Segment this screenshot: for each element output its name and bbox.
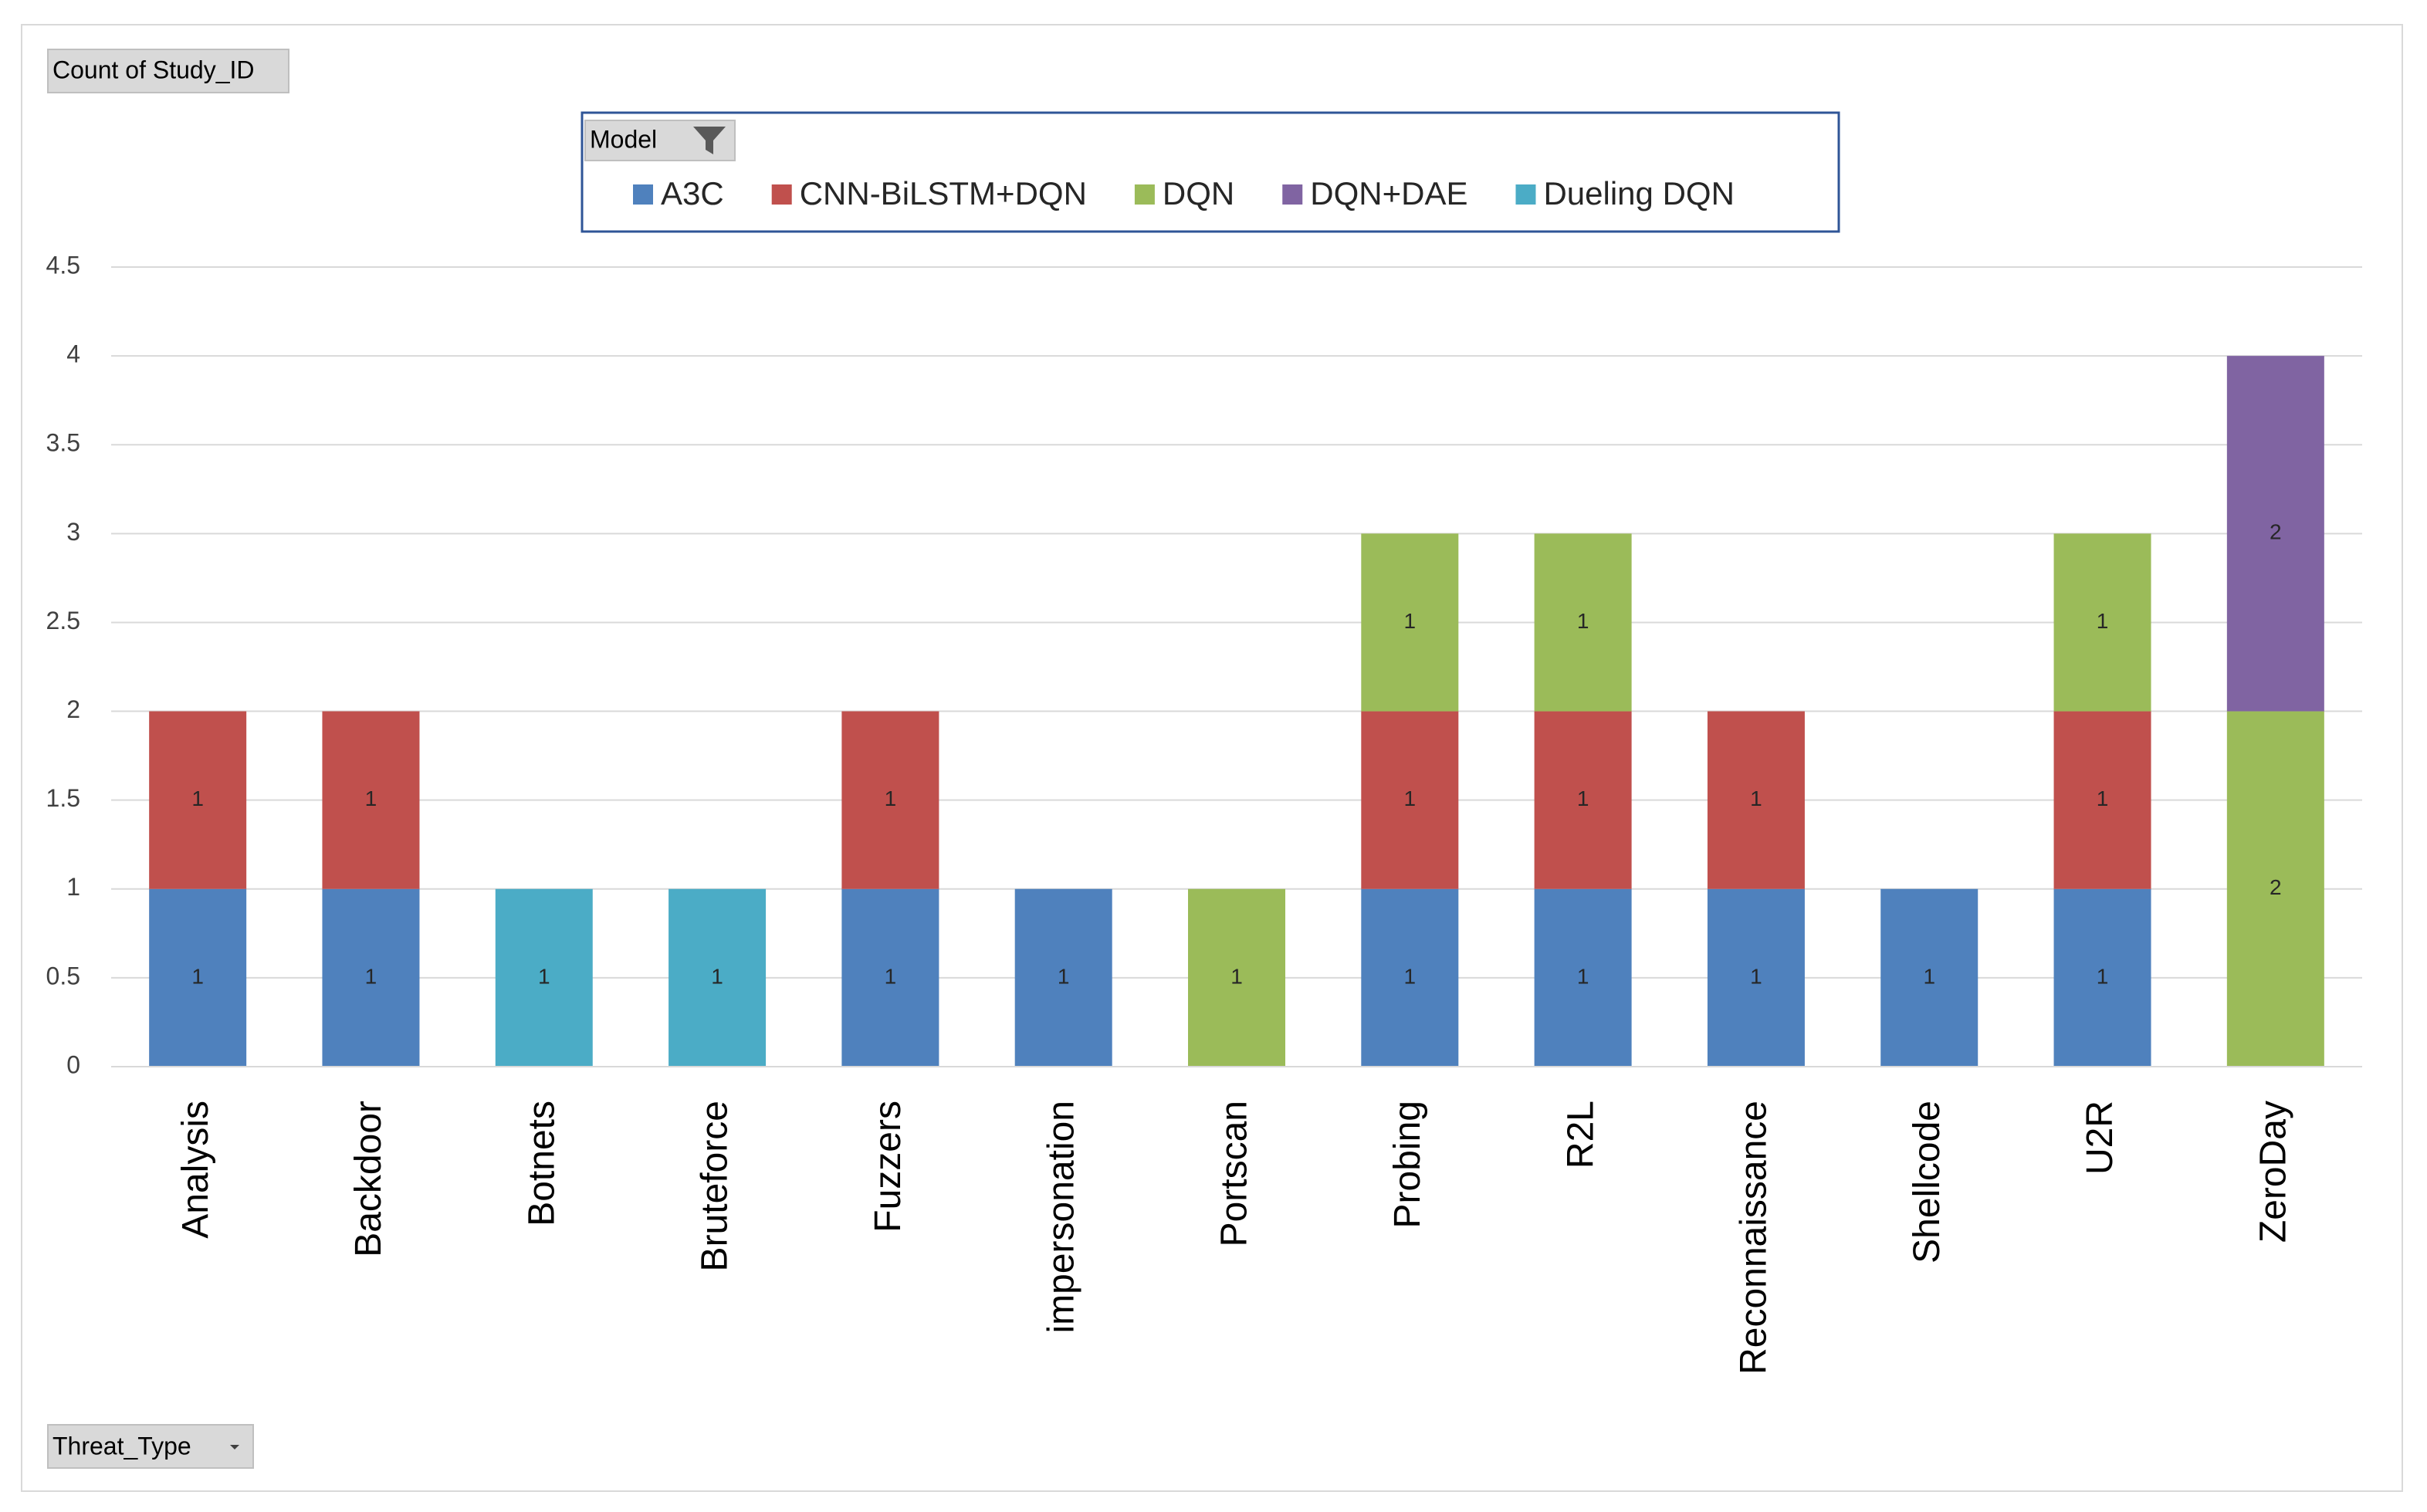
bar-segment [841, 888, 939, 1067]
data-label: 1 [191, 964, 204, 988]
y-tick-label: 0 [66, 1050, 80, 1078]
y-tick-label: 3.5 [46, 429, 80, 457]
data-label: 1 [1750, 964, 1762, 988]
bar-segment [1707, 711, 1805, 889]
x-tick-label: Fuzzers [868, 1101, 909, 1233]
x-tick-label: U2R [2080, 1101, 2121, 1175]
dropdown-icon [230, 1445, 239, 1449]
bar-segment [322, 888, 420, 1067]
data-label: 1 [1577, 786, 1589, 810]
bar-segment [1188, 888, 1285, 1067]
data-label: 1 [1230, 964, 1243, 988]
data-label: 1 [365, 786, 377, 810]
legend-swatch [771, 184, 792, 205]
bar-segment [2053, 711, 2151, 889]
y-tick-label: 4 [66, 340, 80, 368]
legend-label: DQN+DAE [1310, 175, 1467, 211]
data-label: 1 [365, 964, 377, 988]
x-tick-label: Shellcode [1907, 1101, 1948, 1263]
x-tick-label: impersonation [1041, 1101, 1081, 1334]
legend-label: A3C [661, 175, 724, 211]
bar-segment [1361, 888, 1459, 1067]
data-label: 1 [885, 786, 897, 810]
bar-segment [1361, 711, 1459, 889]
axis-field-button[interactable] [47, 1424, 254, 1469]
data-label: 1 [885, 964, 897, 988]
bar-segment [1707, 888, 1805, 1067]
bar-segment [669, 888, 767, 1067]
bar-segment [322, 711, 420, 889]
x-tick-label: Analysis [175, 1101, 216, 1239]
y-tick-label: 0.5 [46, 962, 80, 989]
legend-field-label: Model [590, 125, 657, 153]
data-label: 2 [2270, 520, 2282, 544]
axis-field-label: Threat_Type [52, 1432, 191, 1460]
bar-segment [1361, 533, 1459, 712]
bar-segment [149, 888, 247, 1067]
legend-label: CNN-BiLSTM+DQN [800, 175, 1087, 211]
y-tick-label: 4.5 [46, 251, 80, 279]
legend-label: DQN [1163, 175, 1234, 211]
y-tick-label: 2.5 [46, 607, 80, 634]
x-tick-label: Botnets [521, 1101, 562, 1226]
bar-segment [1534, 888, 1632, 1067]
y-tick-label: 1.5 [46, 784, 80, 812]
data-label: 1 [2097, 786, 2109, 810]
bar-segment [2226, 711, 2324, 1067]
y-tick-label: 3 [66, 518, 80, 546]
data-label: 2 [2270, 875, 2282, 899]
data-label: 1 [1577, 609, 1589, 633]
bar-segment [149, 711, 247, 889]
bar-segment [495, 888, 593, 1067]
x-tick-label: Backdoor [348, 1101, 389, 1257]
data-label: 1 [2097, 964, 2109, 988]
legend-box [581, 111, 1840, 233]
x-tick-label: Reconnaissance [1734, 1101, 1775, 1375]
data-label: 1 [1577, 964, 1589, 988]
bar-segment [2053, 533, 2151, 712]
data-label: 1 [1750, 786, 1762, 810]
data-label: 1 [191, 786, 204, 810]
value-field-label: Count of Study_ID [52, 56, 254, 83]
value-field-button[interactable] [47, 49, 289, 93]
y-tick-label: 2 [66, 695, 80, 723]
x-tick-label: R2L [1560, 1101, 1601, 1169]
bar-segment [1534, 711, 1632, 889]
x-tick-label: Bruteforce [695, 1101, 736, 1271]
data-label: 1 [538, 964, 550, 988]
data-label: 1 [1404, 609, 1417, 633]
legend-swatch [633, 184, 653, 205]
bar-segment [841, 711, 939, 889]
legend-swatch [1515, 184, 1536, 205]
x-tick-label: Portscan [1214, 1101, 1255, 1246]
x-tick-label: ZeroDay [2253, 1101, 2294, 1243]
data-label: 1 [1923, 964, 1935, 988]
bar-segment [1014, 888, 1112, 1067]
legend-label: Dueling DQN [1543, 175, 1734, 211]
bar-segment [1534, 533, 1632, 712]
filter-icon [693, 127, 726, 154]
bar-segment [2053, 888, 2151, 1067]
y-tick-label: 1 [66, 873, 80, 901]
data-label: 1 [1058, 964, 1070, 988]
bar-segment [2226, 356, 2324, 712]
data-label: 1 [711, 964, 723, 988]
data-label: 1 [1404, 964, 1417, 988]
data-label: 1 [1404, 786, 1417, 810]
bar-segment [1880, 888, 1978, 1067]
legend-swatch [1134, 184, 1155, 205]
data-label: 1 [2097, 609, 2109, 633]
x-tick-label: Probing [1387, 1101, 1428, 1228]
legend-swatch [1282, 184, 1303, 205]
